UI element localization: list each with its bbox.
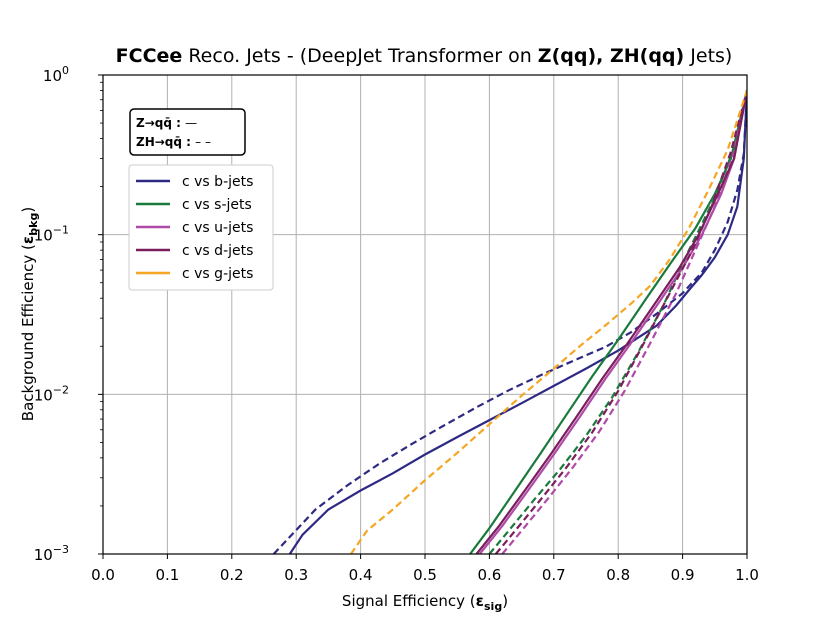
legend-label: c vs s-jets bbox=[182, 197, 252, 213]
title-part-0: FCCee bbox=[116, 45, 183, 67]
chart-title: FCCee Reco. Jets - (DeepJet Transformer … bbox=[116, 45, 733, 67]
x-tick-label: 0.9 bbox=[671, 566, 695, 584]
legend-label: c vs d-jets bbox=[182, 243, 253, 259]
y-tick-label: 10−3 bbox=[34, 543, 69, 564]
x-tick-label: 0.7 bbox=[542, 566, 566, 584]
series-line-solid bbox=[478, 90, 747, 554]
series-layer bbox=[272, 90, 747, 554]
style-legend: Z→qq̄ : — ZH→qq̄ : – – bbox=[129, 108, 246, 156]
y-tick-label: 10−1 bbox=[34, 224, 69, 245]
x-axis-label: Signal Efficiency (εsig) bbox=[342, 592, 508, 613]
series-line-solid bbox=[475, 90, 747, 554]
color-legend-box bbox=[128, 164, 274, 291]
x-tick-label: 0.4 bbox=[349, 566, 373, 584]
y-axis-label: Background Efficiency (εbkg) bbox=[19, 207, 40, 421]
x-tick-label: 0.2 bbox=[220, 566, 244, 584]
x-tick-label: 0.0 bbox=[91, 566, 115, 584]
title-part-3: Jets) bbox=[684, 45, 732, 67]
y-tick-label: 100 bbox=[43, 64, 69, 85]
legend-label: c vs u-jets bbox=[182, 220, 253, 236]
x-ticks: 0.0 0.1 0.2 0.3 0.4 0.5 0.6 0.7 0.8 0.9 1.0 bbox=[91, 554, 759, 584]
series-line-dashed bbox=[349, 90, 747, 554]
series-line-dashed bbox=[501, 90, 747, 554]
y-ticks: 10−3 10−2 10−1 100 bbox=[34, 64, 103, 564]
x-tick-label: 1.0 bbox=[735, 566, 759, 584]
legend-label: c vs b-jets bbox=[182, 174, 253, 190]
title-part-1: Reco. Jets - (DeepJet Transformer on bbox=[182, 45, 538, 67]
series-line-solid bbox=[469, 90, 747, 554]
x-tick-label: 0.6 bbox=[477, 566, 501, 584]
series-line-dashed bbox=[272, 90, 747, 554]
x-tick-label: 0.5 bbox=[413, 566, 437, 584]
series-line-solid bbox=[288, 90, 747, 554]
color-legend: c vs b-jets c vs s-jets c vs u-jets c vs d-… bbox=[128, 164, 274, 291]
y-tick-label: 10−2 bbox=[34, 383, 69, 404]
x-tick-label: 0.1 bbox=[155, 566, 179, 584]
title-part-2: Z(qq), ZH(qq) bbox=[538, 45, 684, 67]
style-legend-box bbox=[129, 108, 246, 156]
x-tick-label: 0.8 bbox=[606, 566, 630, 584]
series-line-dashed bbox=[494, 90, 747, 554]
style-legend-entry: Z→qq̄ : — bbox=[136, 116, 197, 130]
style-legend-entry: ZH→qq̄ : – – bbox=[136, 135, 211, 149]
legend-label: c vs g-jets bbox=[182, 266, 253, 282]
x-tick-label: 0.3 bbox=[284, 566, 308, 584]
